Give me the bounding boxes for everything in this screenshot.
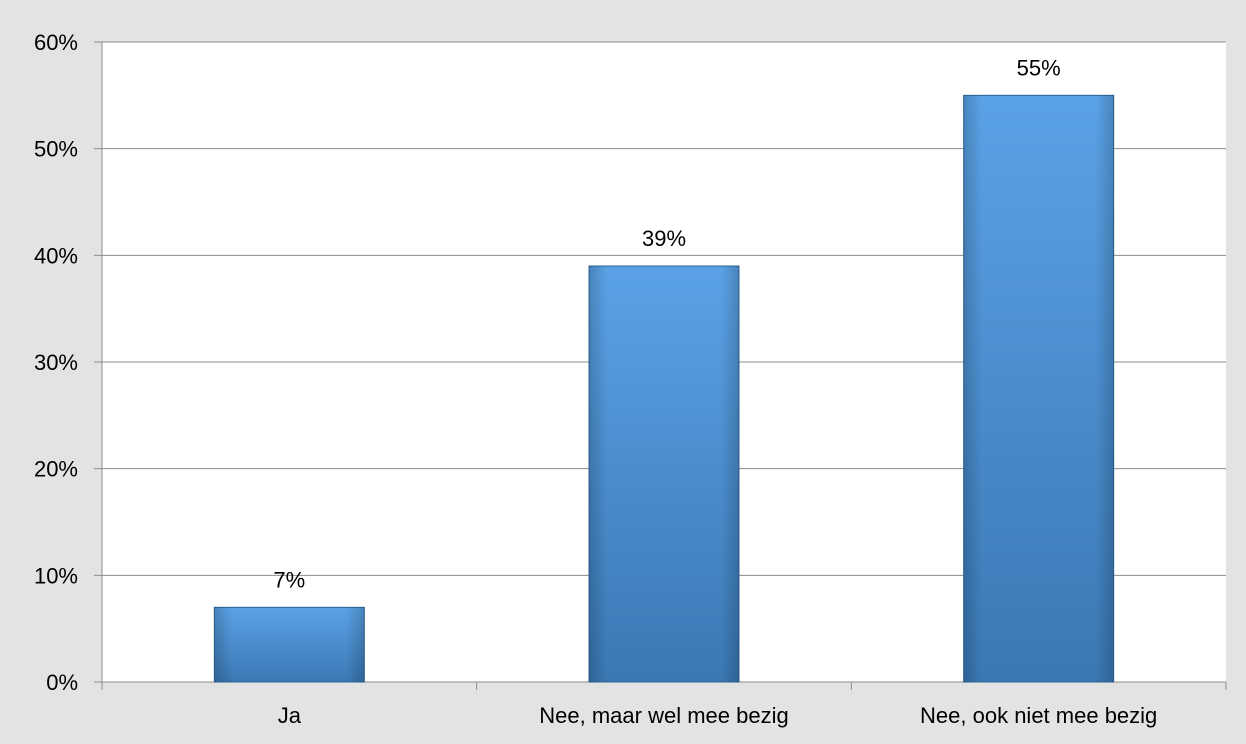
y-tick-label: 10%: [34, 563, 78, 588]
labels: 0% 10% 20% 30% 40% 50% 60% 7% Ja 39% Nee, maar wel…: [34, 30, 1157, 728]
y-tick-label: 0%: [46, 670, 78, 695]
y-tick-label: 40%: [34, 243, 78, 268]
bar-shading: [214, 607, 365, 682]
data-label: 39%: [642, 226, 686, 251]
data-label: 7%: [273, 567, 305, 592]
bars: [213, 94, 1115, 683]
x-tick-label: Nee, ook niet mee bezig: [920, 703, 1157, 728]
bar-shading: [963, 95, 1114, 683]
y-tick-label: 50%: [34, 137, 78, 162]
x-tick-label: Ja: [278, 703, 302, 728]
data-label: 55%: [1017, 55, 1061, 80]
x-tick-label: Nee, maar wel mee bezig: [539, 703, 788, 728]
bar-shading: [589, 266, 739, 682]
y-tick-label: 20%: [34, 457, 78, 482]
y-tick-label: 30%: [34, 350, 78, 375]
y-tick-label: 60%: [34, 30, 78, 55]
